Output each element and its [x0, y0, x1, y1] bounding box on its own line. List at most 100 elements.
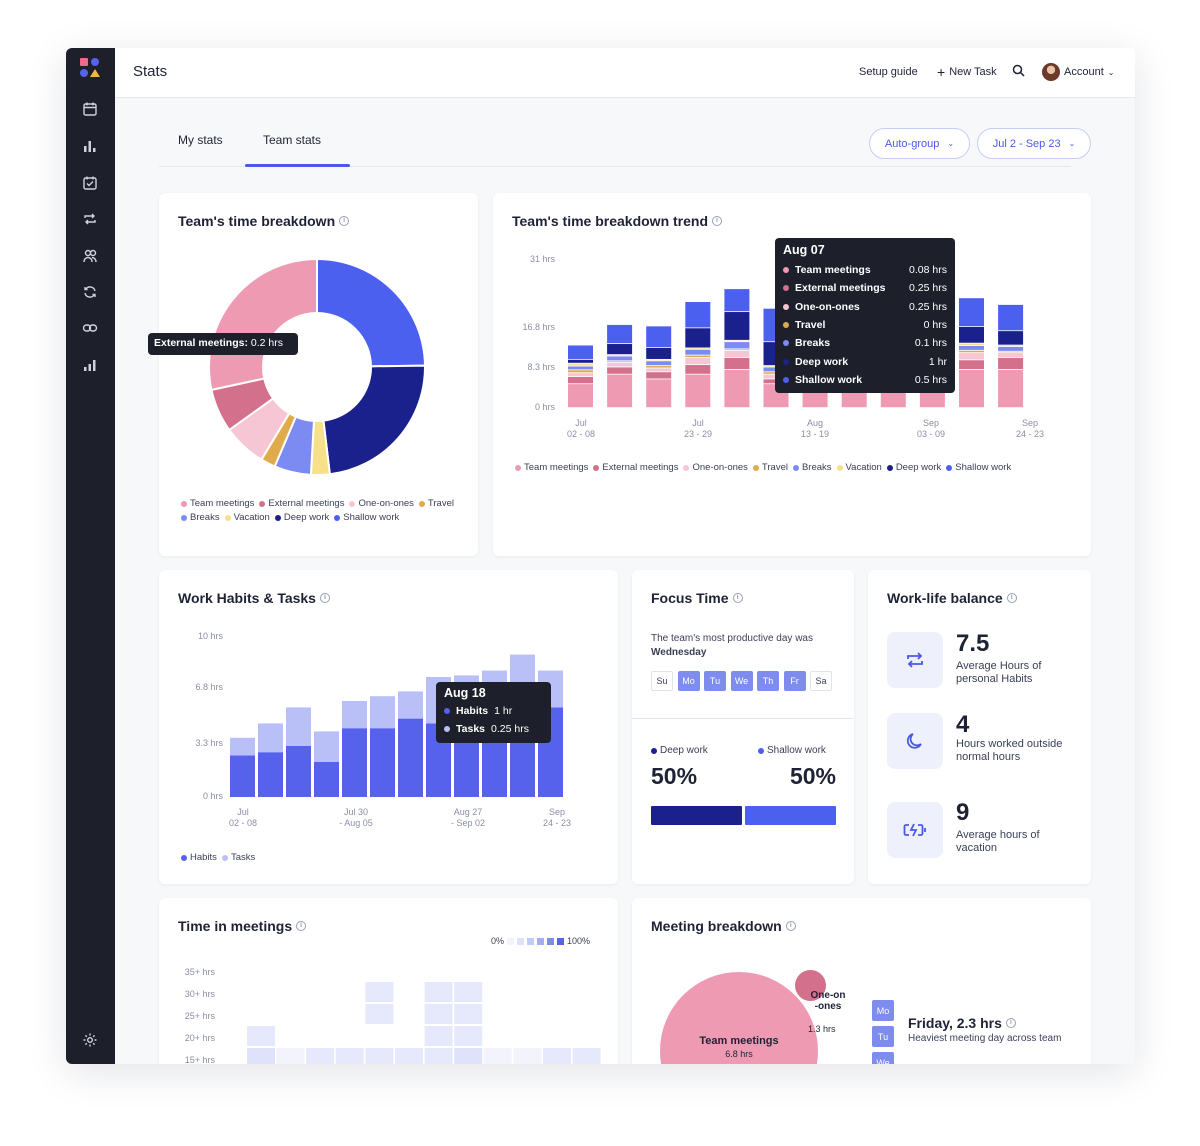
- info-icon[interactable]: i: [319, 593, 330, 603]
- trend-bar-segment[interactable]: [685, 328, 711, 348]
- trend-bar-segment[interactable]: [646, 326, 672, 348]
- heatmap-cell[interactable]: [424, 1026, 453, 1046]
- trend-bar-segment[interactable]: [998, 353, 1024, 358]
- trend-bar-segment[interactable]: [646, 368, 672, 372]
- trend-bar-segment[interactable]: [646, 361, 672, 366]
- one-on-ones-bubble[interactable]: [795, 970, 826, 1001]
- trend-bar-segment[interactable]: [568, 363, 593, 366]
- trend-bar-segment[interactable]: [724, 340, 750, 342]
- trend-bar-segment[interactable]: [998, 304, 1024, 331]
- heatmap-cell[interactable]: [454, 1026, 483, 1046]
- donut-slice-deep-work[interactable]: [322, 364, 426, 476]
- heatmap-cell[interactable]: [247, 1048, 275, 1064]
- account-menu[interactable]: Account ⌄: [1042, 63, 1114, 81]
- trend-bar-segment[interactable]: [607, 367, 633, 374]
- trend-bar-segment[interactable]: [998, 351, 1024, 353]
- donut-slice-shallow-work[interactable]: [316, 257, 427, 368]
- trend-bar-segment[interactable]: [646, 359, 672, 361]
- trend-bar-segment[interactable]: [607, 361, 633, 362]
- heatmap-cell[interactable]: [454, 1048, 483, 1064]
- trend-bar-segment[interactable]: [724, 357, 750, 370]
- tasks-bar[interactable]: [342, 701, 367, 729]
- settings-icon[interactable]: [80, 1030, 100, 1050]
- tab-my-stats[interactable]: My stats: [178, 133, 223, 147]
- trend-bar-segment[interactable]: [646, 372, 672, 379]
- trend-bar-segment[interactable]: [685, 365, 711, 374]
- trend-bar-segment[interactable]: [724, 369, 750, 408]
- heatmap-cell[interactable]: [513, 1048, 542, 1064]
- tasks-icon[interactable]: [80, 173, 100, 193]
- trend-bar-segment[interactable]: [959, 343, 984, 346]
- trend-bar-segment[interactable]: [568, 370, 593, 373]
- trend-bar-segment[interactable]: [685, 357, 711, 365]
- heatmap-cell[interactable]: [306, 1048, 335, 1064]
- tasks-bar[interactable]: [398, 691, 423, 719]
- info-icon[interactable]: i: [732, 593, 743, 603]
- trend-bar-segment[interactable]: [646, 347, 672, 359]
- heatmap-cell[interactable]: [276, 1048, 305, 1064]
- trend-bar-segment[interactable]: [685, 302, 711, 328]
- trend-bar-segment[interactable]: [568, 359, 593, 363]
- tasks-bar[interactable]: [314, 731, 339, 762]
- trend-bar-segment[interactable]: [568, 376, 593, 384]
- heatmap-cell[interactable]: [454, 982, 483, 1002]
- habits-bar[interactable]: [286, 745, 311, 797]
- trend-bar-segment[interactable]: [724, 350, 750, 358]
- tasks-bar[interactable]: [230, 737, 255, 756]
- info-icon[interactable]: i: [339, 216, 350, 226]
- info-icon[interactable]: i: [785, 921, 796, 931]
- trend-bar-segment[interactable]: [998, 357, 1024, 370]
- trend-bar-segment[interactable]: [998, 369, 1024, 408]
- trend-bar-segment[interactable]: [959, 360, 984, 370]
- trend-bar-segment[interactable]: [685, 374, 711, 408]
- sync-icon[interactable]: [80, 282, 100, 302]
- habits-bar[interactable]: [314, 761, 339, 797]
- heatmap-cell[interactable]: [247, 1026, 275, 1046]
- trend-bar-segment[interactable]: [607, 362, 633, 367]
- trend-bar-segment[interactable]: [685, 348, 711, 349]
- trend-bar-segment[interactable]: [685, 355, 711, 358]
- trend-bar-segment[interactable]: [724, 289, 750, 312]
- tasks-bar[interactable]: [286, 707, 311, 746]
- trend-bar-segment[interactable]: [959, 353, 984, 360]
- date-range-select[interactable]: Jul 2 - Sep 23 ⌄: [977, 128, 1091, 159]
- app-logo[interactable]: [80, 58, 100, 78]
- trend-bar-segment[interactable]: [959, 326, 984, 343]
- trend-bar-segment[interactable]: [607, 374, 633, 408]
- tasks-bar[interactable]: [258, 723, 283, 753]
- analytics-icon[interactable]: [80, 355, 100, 375]
- trend-bar-segment[interactable]: [724, 342, 750, 349]
- trend-bar-segment[interactable]: [607, 324, 633, 344]
- trend-bar-segment[interactable]: [646, 379, 672, 408]
- stats-icon[interactable]: [80, 136, 100, 156]
- habits-bar[interactable]: [342, 728, 367, 797]
- trend-bar-segment[interactable]: [959, 369, 984, 408]
- calendar-icon[interactable]: [80, 99, 100, 119]
- heatmap-cell[interactable]: [454, 1004, 483, 1024]
- trend-bar-segment[interactable]: [998, 331, 1024, 345]
- trend-bar-segment[interactable]: [568, 373, 593, 377]
- info-icon[interactable]: i: [296, 921, 307, 931]
- habits-bar[interactable]: [258, 752, 283, 797]
- search-icon[interactable]: [1012, 64, 1025, 77]
- trend-bar-segment[interactable]: [607, 356, 633, 361]
- trend-bar-segment[interactable]: [998, 345, 1024, 347]
- setup-guide-link[interactable]: Setup guide: [859, 66, 918, 78]
- heatmap-cell[interactable]: [365, 1048, 394, 1064]
- tab-team-stats[interactable]: Team stats: [263, 133, 322, 147]
- people-icon[interactable]: [80, 246, 100, 266]
- trend-bar-segment[interactable]: [959, 345, 984, 350]
- heatmap-cell[interactable]: [483, 1048, 512, 1064]
- info-icon[interactable]: i: [712, 216, 723, 226]
- heatmap-cell[interactable]: [365, 982, 394, 1002]
- habits-bar[interactable]: [398, 718, 423, 797]
- trend-bar-segment[interactable]: [607, 344, 633, 355]
- heatmap-cell[interactable]: [424, 1004, 453, 1024]
- trend-bar-segment[interactable]: [568, 345, 593, 359]
- habits-bar[interactable]: [370, 728, 395, 797]
- heatmap-cell[interactable]: [365, 1004, 394, 1024]
- trend-bar-segment[interactable]: [959, 298, 984, 327]
- trend-bar-segment[interactable]: [998, 346, 1024, 351]
- heatmap-cell[interactable]: [395, 1048, 423, 1064]
- trend-bar-segment[interactable]: [724, 349, 750, 350]
